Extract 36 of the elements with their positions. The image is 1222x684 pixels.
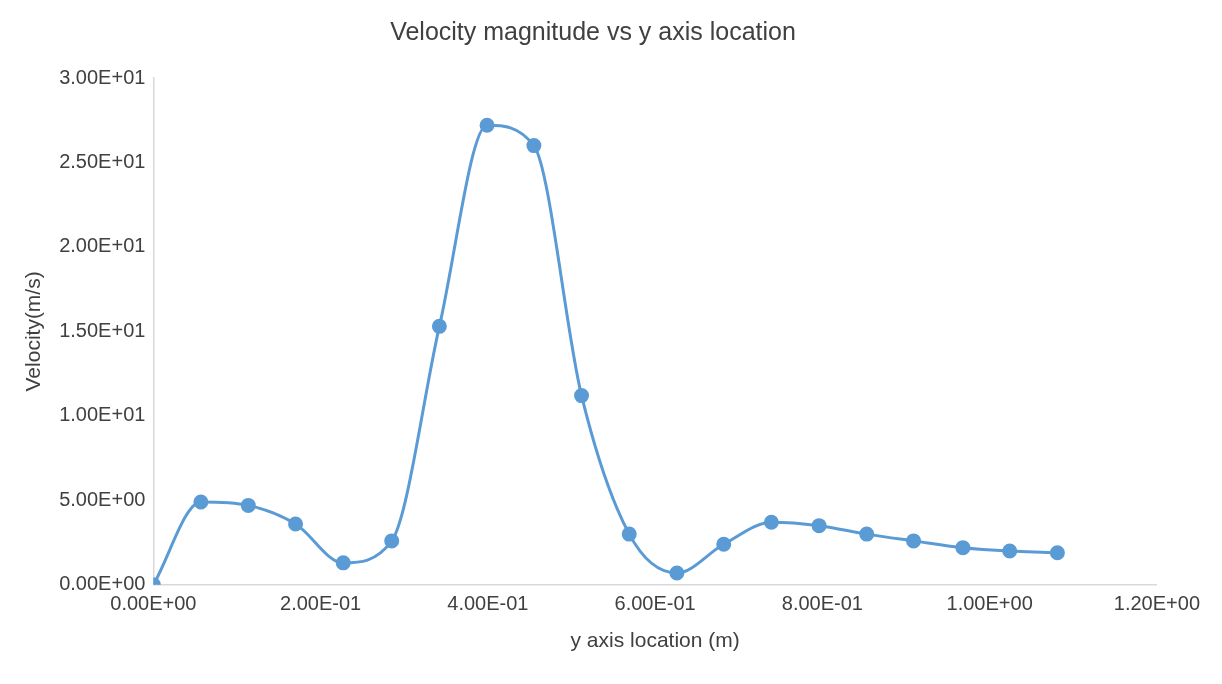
point <box>288 516 304 532</box>
point <box>574 388 590 404</box>
x-tick-label: 2.00E-01 <box>280 592 362 615</box>
y-tick-label: 1.50E+01 <box>59 318 146 341</box>
point <box>763 514 779 530</box>
point <box>716 536 732 552</box>
point <box>669 565 685 581</box>
point <box>859 526 875 542</box>
x-tick-label: 8.00E-01 <box>781 592 863 615</box>
y-tick-label: 3.00E+01 <box>59 65 146 88</box>
y-tick-label: 5.00E+00 <box>59 487 146 510</box>
x-tick-label: 1.00E+00 <box>946 592 1033 615</box>
y-tick-label: 0.00E+00 <box>59 572 146 595</box>
y-tick-label: 2.50E+01 <box>59 149 146 172</box>
point <box>811 518 827 534</box>
point <box>479 117 495 133</box>
x-tick-label: 1.20E+00 <box>1113 592 1201 615</box>
x-tick-label: 0.00E+00 <box>110 592 197 615</box>
point <box>431 318 447 334</box>
point <box>193 494 209 510</box>
point <box>384 533 400 549</box>
y-tick-label: 2.00E+01 <box>59 234 146 257</box>
point <box>1002 543 1018 559</box>
point <box>955 540 971 556</box>
point <box>1049 545 1065 561</box>
y-axis-title: Velocity(m/s) <box>21 271 45 392</box>
point <box>240 497 256 513</box>
x-tick-label: 4.00E-01 <box>447 592 529 615</box>
y-tick-label: 1.00E+01 <box>59 403 146 426</box>
point <box>335 555 351 571</box>
point <box>526 138 542 154</box>
x-tick-label: 6.00E-01 <box>614 592 696 615</box>
point <box>906 533 922 549</box>
point <box>621 526 637 542</box>
chart-title: Velocity magnitude vs y axis location <box>390 16 796 45</box>
x-axis-title: y axis location (m) <box>570 628 740 652</box>
